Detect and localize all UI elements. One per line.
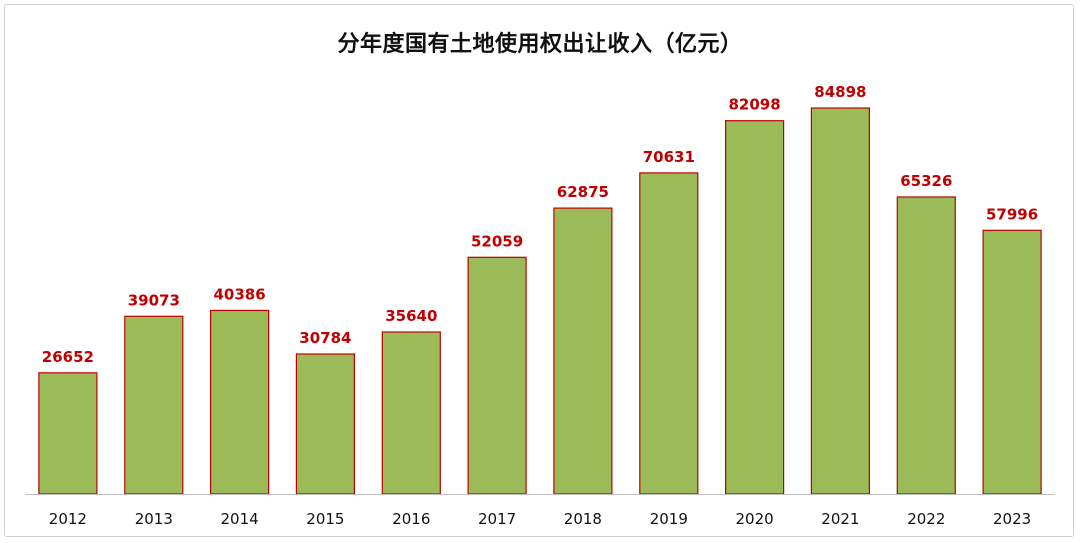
bar-2014 xyxy=(210,309,270,495)
bar-2020 xyxy=(724,120,785,495)
x-tick-label-2012: 2012 xyxy=(49,510,87,528)
value-label-2014: 40386 xyxy=(214,285,266,303)
x-tick-label-2017: 2017 xyxy=(478,510,516,528)
x-tick-label-2013: 2013 xyxy=(135,510,173,528)
x-tick-labels-layer: 2012 2013 2014 2015 2016 2017 2018 2019 2020 2021… xyxy=(49,510,1031,528)
bar-2016 xyxy=(381,331,441,495)
x-tick-label-2021: 2021 xyxy=(821,510,859,528)
bar-2018 xyxy=(553,207,613,495)
value-label-2012: 26652 xyxy=(42,348,94,366)
x-tick-label-2018: 2018 xyxy=(564,510,602,528)
value-label-2015: 30784 xyxy=(299,329,351,347)
bar-2017 xyxy=(467,256,527,495)
bar-2022 xyxy=(896,196,956,495)
bar-2012 xyxy=(38,372,98,495)
value-label-2016: 35640 xyxy=(385,307,437,325)
value-labels-layer: 26652 39073 40386 30784 35640 52059 62875 70631… xyxy=(42,83,1038,366)
value-label-2017: 52059 xyxy=(471,232,523,250)
value-label-2020: 82098 xyxy=(729,96,781,114)
x-tick-label-2015: 2015 xyxy=(306,510,344,528)
bar-2021 xyxy=(810,107,871,495)
value-label-2018: 62875 xyxy=(557,183,609,201)
value-label-2019: 70631 xyxy=(643,148,695,166)
bar-2015 xyxy=(295,353,355,495)
x-tick-label-2016: 2016 xyxy=(392,510,430,528)
x-tick-label-2019: 2019 xyxy=(650,510,688,528)
x-tick-label-2014: 2014 xyxy=(221,510,259,528)
bar-2023 xyxy=(982,229,1042,495)
value-label-2022: 65326 xyxy=(900,172,952,190)
value-label-2013: 39073 xyxy=(128,291,180,309)
value-label-2023: 57996 xyxy=(986,205,1038,223)
value-label-2021: 84898 xyxy=(814,83,866,101)
x-tick-label-2023: 2023 xyxy=(993,510,1031,528)
chart-title: 分年度国有土地使用权出让收入（亿元） xyxy=(337,32,743,57)
bars-layer xyxy=(38,107,1042,495)
bar-2019 xyxy=(639,172,699,495)
bar-2013 xyxy=(124,315,184,495)
x-tick-label-2022: 2022 xyxy=(907,510,945,528)
x-tick-label-2020: 2020 xyxy=(736,510,774,528)
